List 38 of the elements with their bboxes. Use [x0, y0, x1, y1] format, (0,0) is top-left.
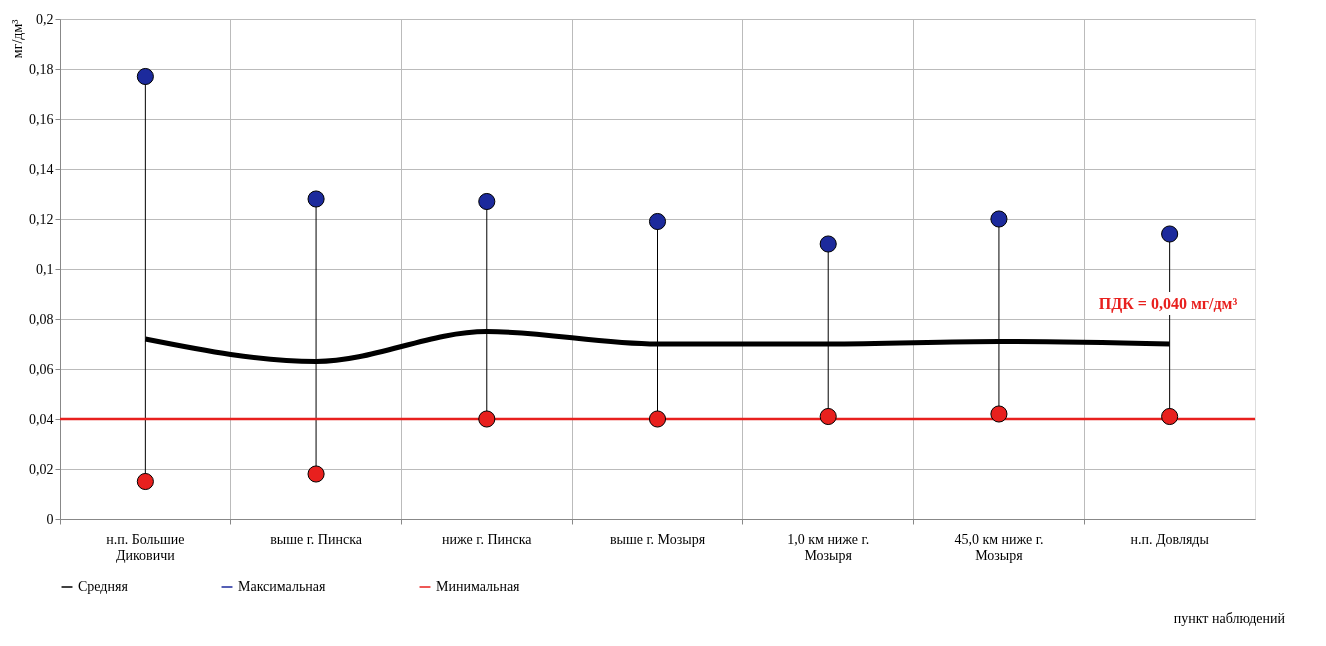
point [648, 410, 667, 428]
point [478, 410, 496, 428]
point [307, 465, 325, 483]
y-axis-title: мг/дм³ [10, 19, 25, 59]
y-tick-label: 0,18 [29, 61, 54, 77]
x-tick-label: н.п. Довляды [1130, 531, 1210, 547]
x-tick-label: 1,0 км ниже г. Мозыря [787, 531, 870, 563]
y-tick-label: 0 [46, 511, 54, 527]
point [990, 405, 1008, 423]
point [819, 235, 837, 253]
y-tick-label: 0,14 [29, 161, 54, 177]
point [478, 192, 496, 211]
point [819, 407, 837, 426]
point [990, 210, 1008, 228]
y-tick-label: 0,16 [29, 111, 54, 127]
y-tick-label: 0,1 [36, 261, 54, 277]
y-tick-label: 0,04 [29, 411, 54, 427]
point [1161, 407, 1179, 426]
legend-label: Минимальная [436, 579, 521, 594]
y-tick-label: 0,08 [29, 311, 54, 327]
y-tick-label: 0,12 [29, 211, 54, 227]
x-tick-label: н.п. Большие Диковичи [106, 531, 185, 563]
x-axis-title: пункт наблюдений [1173, 611, 1286, 626]
x-tick-label: выше г. Мозыря [609, 531, 706, 547]
x-tick-label: выше г. Пинска [270, 531, 363, 547]
point [136, 472, 154, 491]
y-tick-label: 0,02 [29, 461, 54, 477]
legend-label: Средняя [78, 579, 129, 594]
x-tick-label: 45,0 км ниже г. Мозыря [954, 531, 1044, 563]
legend-label: Максимальная [238, 579, 326, 594]
y-tick-label: 0,2 [36, 11, 54, 27]
y-tick-label: 0,06 [29, 361, 54, 377]
x-tick-label: ниже г. Пинска [442, 531, 533, 547]
point [1161, 225, 1179, 243]
ref-line-label: ПДК = 0,040 мг/дм³ [1098, 295, 1238, 313]
point [648, 212, 667, 231]
point [136, 67, 154, 86]
point [307, 190, 325, 208]
